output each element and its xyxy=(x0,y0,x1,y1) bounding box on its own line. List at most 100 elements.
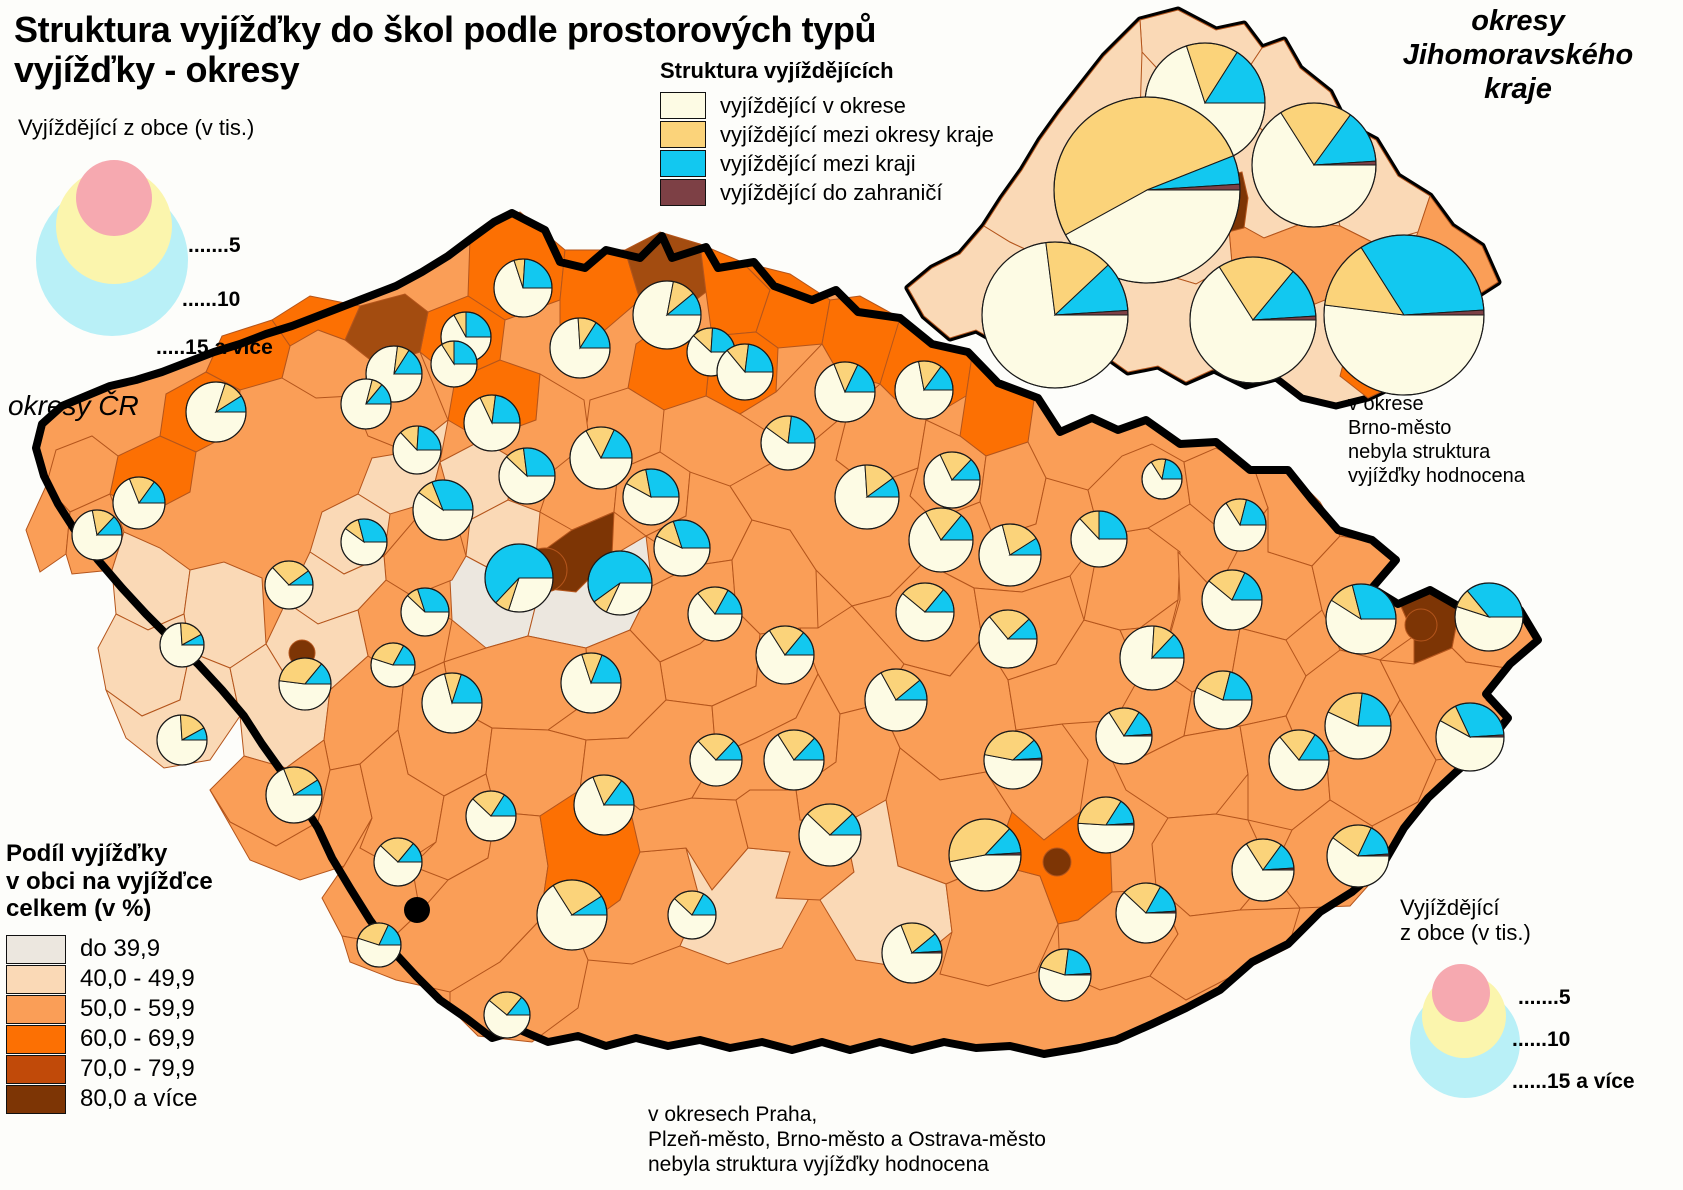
size-legend-br-label-15: ......15 a více xyxy=(1512,1069,1635,1093)
size-legend-label-15: .....15 a více xyxy=(156,336,273,360)
pie-marker xyxy=(265,766,323,824)
note-brno-l4: vyjížďky hodnocena xyxy=(1348,465,1525,487)
pie-marker xyxy=(1038,948,1092,1002)
pie-outline xyxy=(622,468,680,526)
pie-marker xyxy=(948,818,1022,892)
pie-marker xyxy=(1115,882,1177,944)
structure-legend-label-1: vyjíždějící mezi okresy kraje xyxy=(720,121,994,147)
pie-outline xyxy=(1231,838,1295,902)
note-brno-mesto: v okrese Brno-město nebyla struktura vyj… xyxy=(1348,392,1525,488)
pie-outline xyxy=(484,543,554,613)
pie-outline xyxy=(908,507,974,573)
pie-outline xyxy=(549,317,611,379)
pie-marker xyxy=(71,509,123,561)
pie-outline xyxy=(1324,692,1392,760)
pie-outline xyxy=(71,509,123,561)
pie-outline xyxy=(430,340,478,388)
pie-marker xyxy=(421,672,483,734)
pie-markers-inset-map xyxy=(981,42,1485,396)
structure-legend-label-3: vyjíždějící do zahraničí xyxy=(720,179,943,205)
pie-marker xyxy=(112,476,166,530)
structure-legend-label-0: vyjíždějící v okrese xyxy=(720,92,906,118)
pie-outline xyxy=(265,766,323,824)
structure-legend-row-between-districts: vyjíždějící mezi okresy kraje xyxy=(660,121,994,148)
choropleth-legend-label-3: 50,0 - 59,9 xyxy=(80,995,195,1023)
pie-outline xyxy=(1053,96,1241,284)
swatch-class-2 xyxy=(6,964,66,994)
pie-marker xyxy=(834,464,900,530)
page-title: Struktura vyjížďky do škol podle prostor… xyxy=(14,10,1014,89)
pie-outline xyxy=(1095,707,1153,765)
size-legend-label-5: .......5 xyxy=(188,234,241,258)
size-legend-br-label-5: .......5 xyxy=(1518,985,1571,1009)
pie-outline xyxy=(716,343,774,401)
pie-outline xyxy=(667,890,717,940)
pie-outline xyxy=(978,523,1042,587)
page-title-line1: Struktura vyjížďky do škol podle prostor… xyxy=(14,9,877,50)
pie-outline xyxy=(755,625,815,685)
size-legend-top-left: Vyjíždějící z obce (v tis.) .......5 ...… xyxy=(18,115,318,359)
pie-markers-main-map xyxy=(71,258,1524,1039)
swatch-class-1 xyxy=(6,934,66,964)
pie-outline xyxy=(1189,256,1317,384)
pie-marker xyxy=(356,922,402,968)
pie-marker xyxy=(465,790,517,842)
choropleth-legend-row-4: 60,0 - 69,9 xyxy=(6,1024,256,1054)
pie-outline xyxy=(421,672,483,734)
pie-outline xyxy=(760,415,816,471)
size-bubble-br-5 xyxy=(1432,963,1490,1022)
pie-marker xyxy=(798,803,862,867)
pie-marker xyxy=(814,361,876,423)
pie-marker xyxy=(1324,692,1392,760)
choropleth-legend-label-1: do 39,9 xyxy=(80,935,161,963)
pie-outline xyxy=(923,451,981,509)
pie-marker xyxy=(493,258,553,318)
pie-marker xyxy=(1201,569,1263,631)
pie-outline xyxy=(1268,729,1330,791)
swatch-class-5 xyxy=(6,1054,66,1084)
pie-outline xyxy=(573,774,635,836)
pie-marker xyxy=(560,652,622,714)
note-brno-l2: Brno-město xyxy=(1348,417,1452,439)
pie-outline xyxy=(483,991,531,1039)
size-legend-caption: Vyjíždějící z obce (v tis.) xyxy=(18,115,255,140)
pie-outline xyxy=(463,394,521,452)
choropleth-legend-header-l2: v obci na vyjížďce xyxy=(6,867,213,895)
pie-outline xyxy=(894,360,954,420)
pie-outline xyxy=(400,587,450,637)
pie-outline xyxy=(392,425,442,475)
pie-marker xyxy=(1213,498,1267,552)
pie-marker xyxy=(463,394,521,452)
structure-legend-row-in-district: vyjíždějící v okrese xyxy=(660,92,994,119)
pie-outline xyxy=(493,258,553,318)
pie-outline xyxy=(536,879,608,951)
pie-marker xyxy=(412,479,474,541)
pie-marker xyxy=(587,550,653,616)
inset-map-title: okresy Jihomoravského kraje xyxy=(1358,4,1678,107)
size-legend-br-label-10: ......10 xyxy=(1512,1027,1571,1051)
pie-marker xyxy=(689,733,743,787)
pie-marker xyxy=(667,890,717,940)
pie-outline xyxy=(1326,824,1390,888)
pie-marker xyxy=(340,518,388,566)
pie-marker xyxy=(763,729,825,791)
pie-outline xyxy=(1070,510,1128,568)
pie-marker xyxy=(569,426,633,490)
pie-outline xyxy=(370,642,416,688)
pie-outline xyxy=(1325,583,1397,655)
pie-marker xyxy=(1326,824,1390,888)
pie-outline xyxy=(1119,625,1185,691)
choropleth-legend-row-5: 70,0 - 79,9 xyxy=(6,1054,256,1084)
pie-marker xyxy=(1268,729,1330,791)
pie-outline xyxy=(1454,582,1524,652)
pie-marker xyxy=(895,582,955,642)
pie-marker xyxy=(981,241,1129,389)
pie-outline xyxy=(981,241,1129,389)
swatch-class-6 xyxy=(6,1084,66,1114)
pie-outline xyxy=(569,426,633,490)
structure-legend-label-2: vyjíždějící mezi kraji xyxy=(720,150,916,176)
pie-outline xyxy=(560,652,622,714)
swatch-between-regions xyxy=(660,150,706,177)
pie-outline xyxy=(814,361,876,423)
size-legend-label-10: ......10 xyxy=(182,288,241,312)
